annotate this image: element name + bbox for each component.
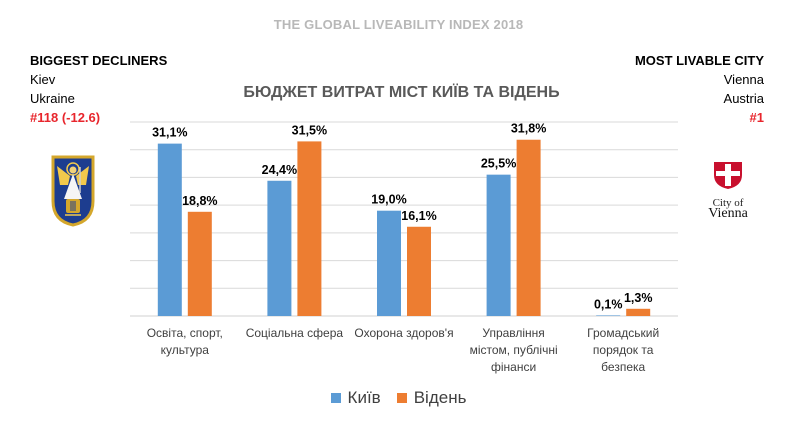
bar-kyiv-4 [596,315,621,316]
decliner-country: Ukraine [30,91,75,106]
data-label-vienna-4: 1,3% [624,291,653,305]
legend-label-kyiv: Київ [347,388,381,407]
category-label-line: безпека [601,360,646,374]
category-label-line: культура [160,343,209,357]
bar-vienna-3 [516,139,541,316]
category-label-line: Освіта, спорт, [146,326,223,340]
livable-city: Vienna [723,72,764,87]
decliner-rank: #118 (-12.6) [30,110,101,125]
bar-vienna-1 [297,141,322,316]
data-label-kyiv-3: 25,5% [481,157,516,171]
vienna-logo-line1: City of [712,197,744,209]
data-label-vienna-2: 16,1% [401,209,436,223]
data-label-kyiv-0: 31,1% [152,126,187,140]
category-label-line: Управління [482,326,545,340]
chart-bars [157,139,651,316]
legend-item-kyiv: Київ [330,388,381,408]
chart-data-labels: 31,1% 18,8% 24,4% 31,5% 19,0% 16,1% 25,5% 31,8%… [152,122,652,312]
livable-rank: #1 [749,110,764,125]
data-label-kyiv-4: 0,1% [594,297,623,311]
livable-country: Austria [723,91,764,106]
decliners-heading: BIGGEST DECLINERS [30,53,168,68]
data-label-vienna-3: 31,8% [511,122,546,136]
data-label-kyiv-2: 19,0% [371,193,406,207]
chart-gridlines [130,121,678,317]
category-label-line: порядок та [592,343,654,357]
category-label-line: Соціальна сфера [245,326,344,340]
bar-kyiv-0 [157,143,182,316]
category-label-line: Охорона здоров'я [354,326,454,340]
category-label-line: містом, публічні [469,343,558,357]
vienna-logo-line2: Vienna [708,206,748,221]
category-label-1: Соціальна сфера [239,325,349,342]
bar-kyiv-1 [267,180,292,316]
category-label-0: Освіта, спорт, культура [130,325,240,359]
legend-item-vienna: Відень [396,388,467,408]
bar-kyiv-2 [377,210,401,316]
category-label-3: Управління містом, публічні фінанси [459,325,569,376]
legend-swatch-kyiv [330,393,341,403]
index-title: THE GLOBAL LIVEABILITY INDEX 2018 [273,17,524,32]
bar-kyiv-3 [486,174,511,316]
chart-legend: Київ Відень [0,388,797,408]
kiev-coat-of-arms-icon [51,155,95,232]
bar-vienna-4 [626,308,651,316]
legend-label-vienna: Відень [413,388,467,407]
category-label-line: Громадський [587,326,660,340]
chart-title: БЮДЖЕТ ВИТРАТ МІСТ КИЇВ ТА ВІДЕНЬ [243,84,560,101]
biggest-decliners-panel: BIGGEST DECLINERS Kiev Ukraine #118 (-12… [30,51,167,127]
decliner-city: Kiev [30,72,56,87]
category-label-line: фінанси [491,360,537,374]
data-label-kyiv-1: 24,4% [262,163,297,177]
most-livable-panel: MOST LIVABLE CITY Vienna Austria #1 [635,51,764,127]
category-label-4: Громадський порядок та безпека [568,325,678,376]
legend-swatch-vienna [396,393,407,403]
livable-heading: MOST LIVABLE CITY [634,53,764,68]
category-label-2: Охорона здоров'я [349,325,459,342]
data-label-vienna-1: 31,5% [292,123,327,137]
data-label-vienna-0: 18,8% [182,194,217,208]
bar-vienna-0 [187,211,212,316]
bar-vienna-2 [407,226,431,316]
vienna-flag-shield-icon: City of Vienna [700,160,756,222]
